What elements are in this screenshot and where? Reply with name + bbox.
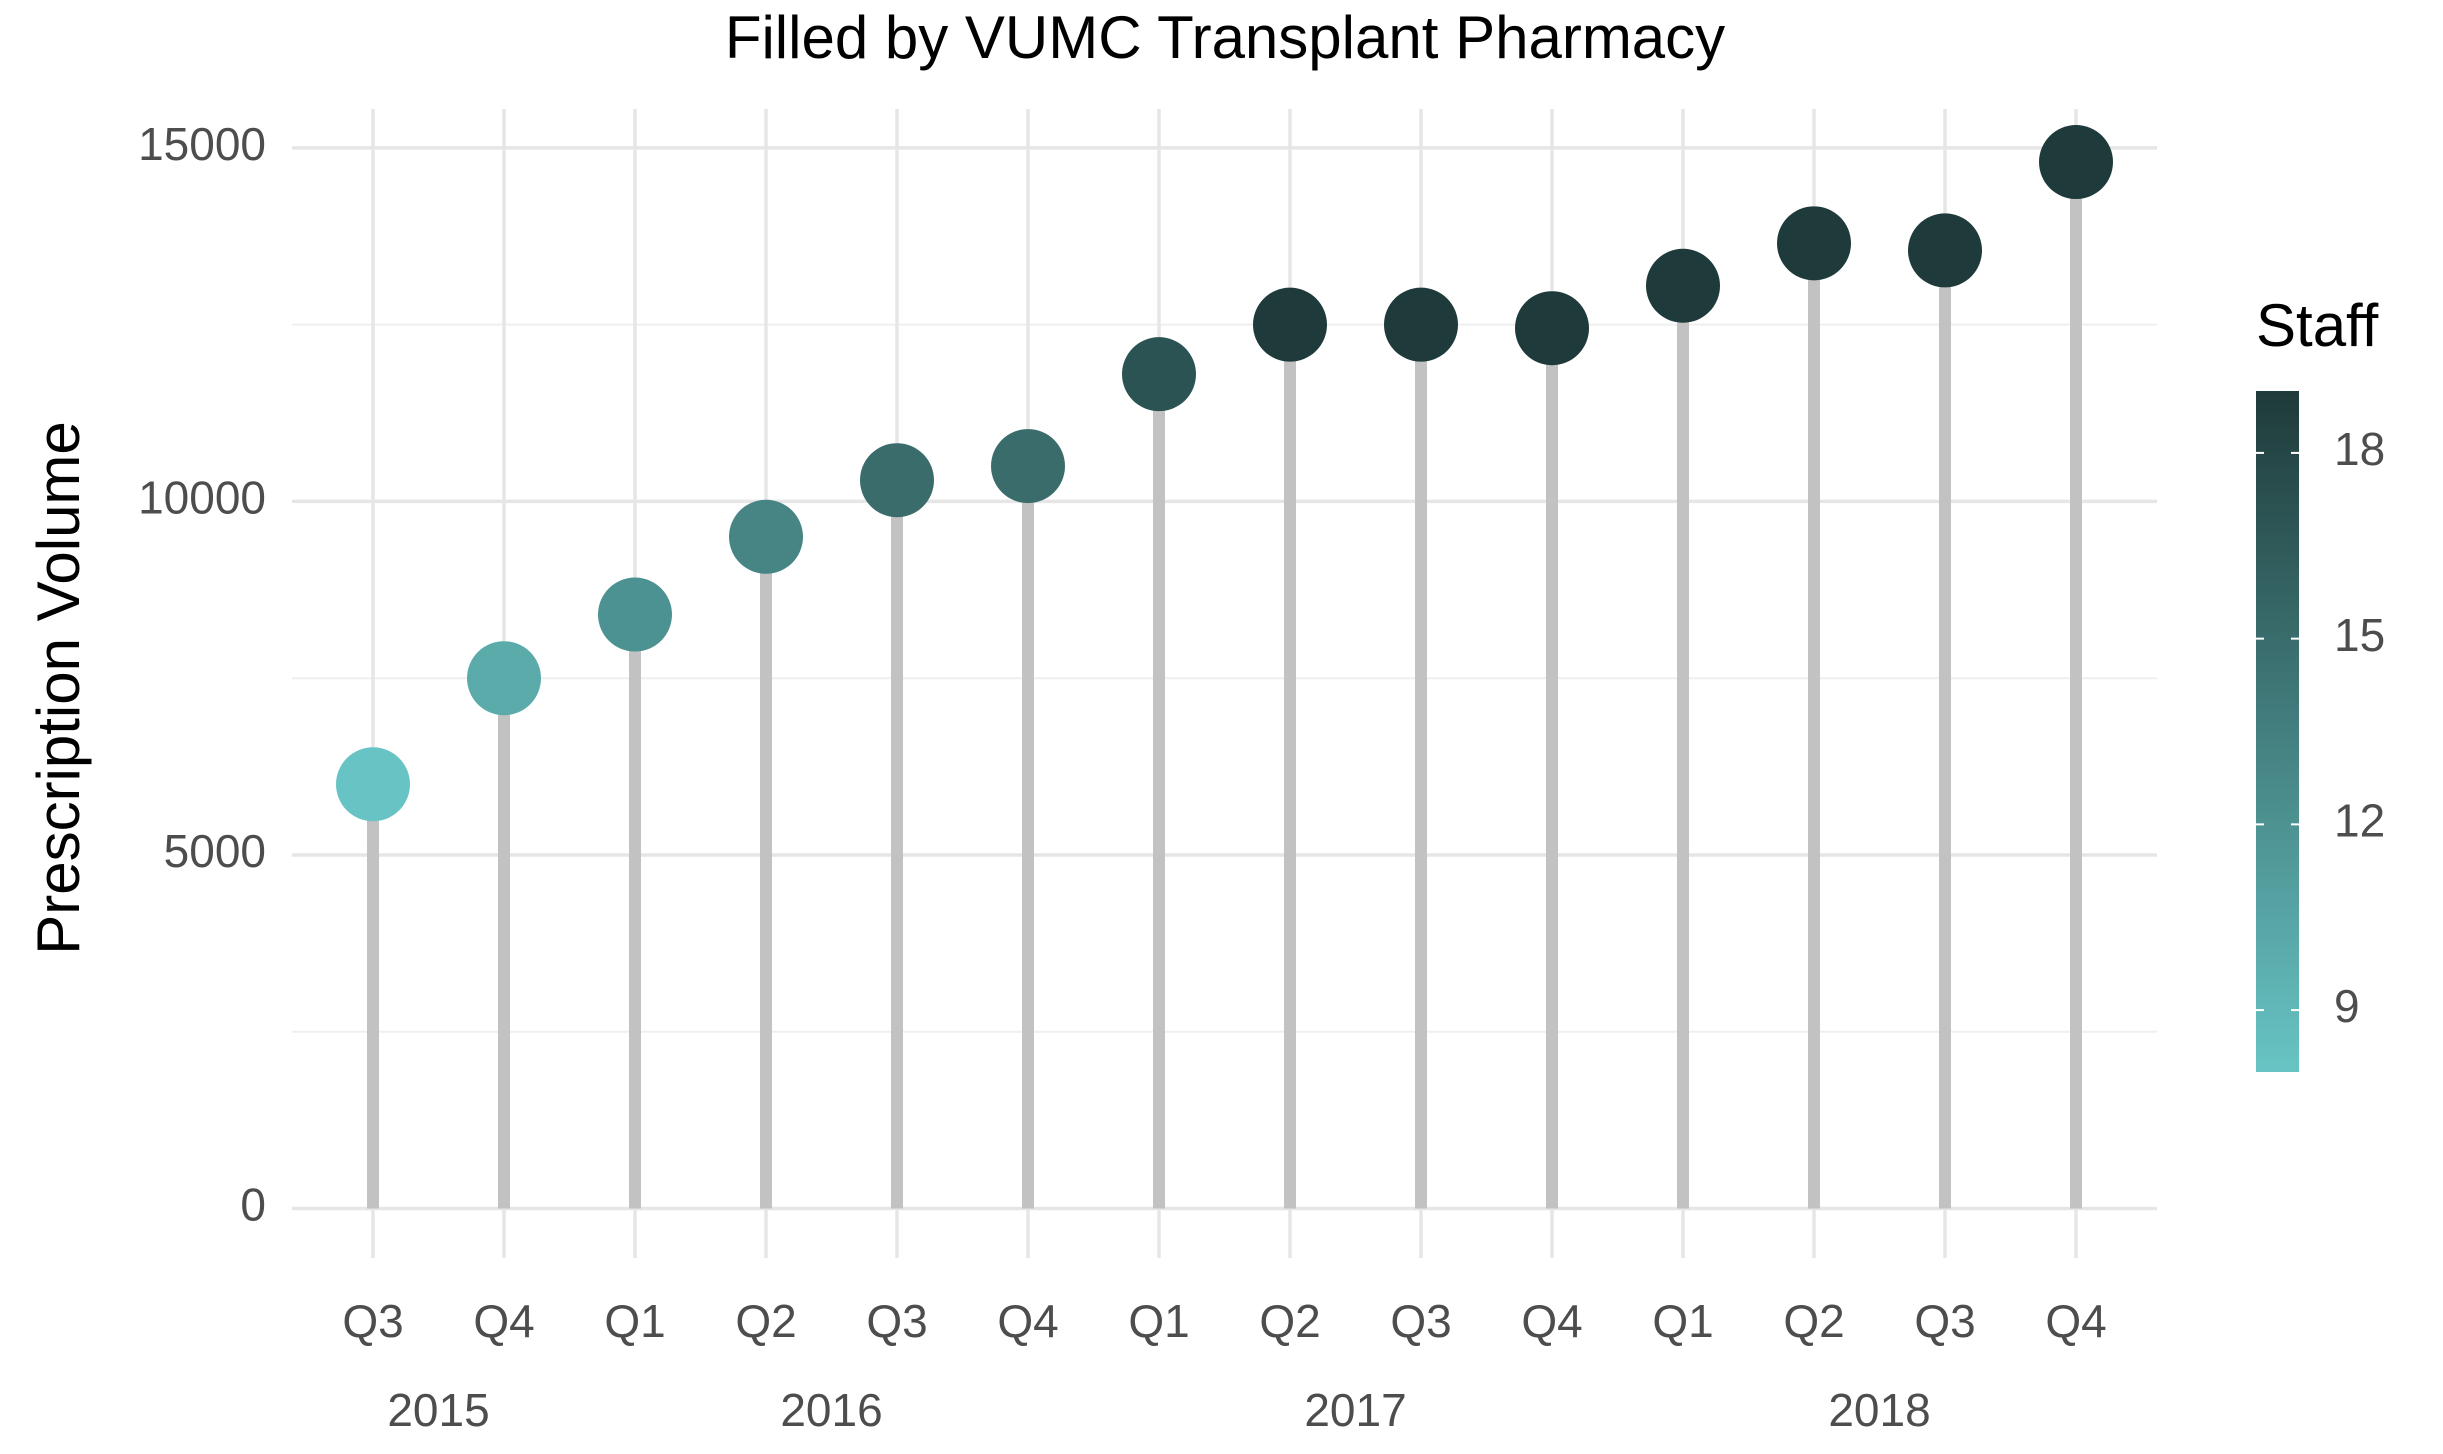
point [598, 577, 672, 652]
x-group-label: 2016 [780, 1384, 882, 1436]
x-tick-label: Q2 [1783, 1295, 1844, 1347]
point [1777, 206, 1851, 281]
point [1122, 337, 1196, 412]
x-group-label: 2015 [387, 1384, 489, 1436]
y-tick-label: 15000 [138, 118, 266, 170]
x-tick-label: Q3 [1390, 1295, 1451, 1347]
y-tick-label: 5000 [164, 825, 266, 877]
colorbar-tick-label: 18 [2334, 423, 2385, 475]
x-tick-label: Q2 [1259, 1295, 1320, 1347]
x-tick-label: Q2 [735, 1295, 796, 1347]
x-tick-label: Q3 [342, 1295, 403, 1347]
x-tick-label: Q1 [604, 1295, 665, 1347]
x-tick-label: Q4 [473, 1295, 534, 1347]
x-tick-label: Q3 [866, 1295, 927, 1347]
x-group-label: 2017 [1304, 1384, 1406, 1436]
x-tick-label: Q1 [1128, 1295, 1189, 1347]
x-tick-label: Q4 [2045, 1295, 2106, 1347]
colorbar [2256, 391, 2299, 1072]
point [1646, 248, 1720, 323]
x-tick-label: Q4 [997, 1295, 1058, 1347]
point [1908, 213, 1982, 288]
x-group-label: 2018 [1828, 1384, 1930, 1436]
y-axis-title: Prescription Volume [25, 421, 92, 955]
colorbar-tick-label: 12 [2334, 795, 2385, 847]
point [467, 641, 541, 716]
y-tick-label: 10000 [138, 472, 266, 524]
point [1384, 287, 1458, 362]
point [729, 499, 803, 574]
x-tick-label: Q3 [1914, 1295, 1975, 1347]
point [1515, 291, 1589, 366]
colorbar-tick-label: 15 [2334, 609, 2385, 661]
chart-title: Filled by VUMC Transplant Pharmacy [725, 4, 1725, 71]
point [1253, 287, 1327, 362]
point [860, 443, 934, 518]
colorbar-tick-label: 9 [2334, 980, 2360, 1032]
point [991, 429, 1065, 504]
x-tick-label: Q4 [1521, 1295, 1582, 1347]
point [2039, 125, 2113, 200]
x-tick-label: Q1 [1652, 1295, 1713, 1347]
point [336, 747, 410, 822]
legend-title: Staff [2256, 292, 2379, 359]
y-tick-label: 0 [240, 1179, 266, 1231]
